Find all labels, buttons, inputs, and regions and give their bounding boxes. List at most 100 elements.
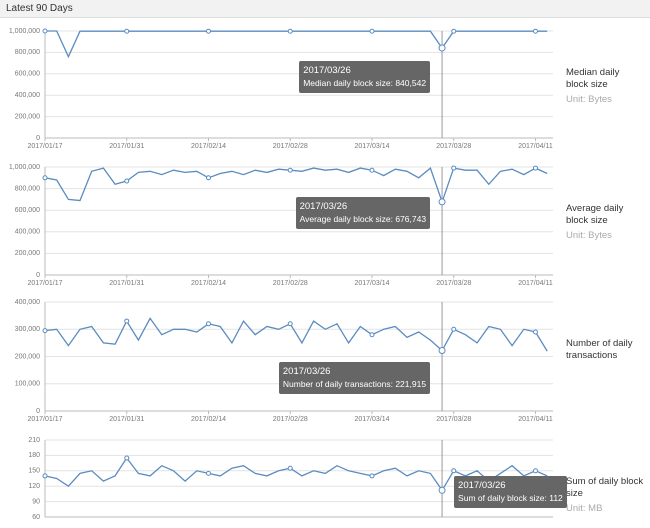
data-point — [532, 329, 538, 335]
data-point — [532, 28, 538, 34]
tooltip-date: 2017/03/26 — [299, 201, 348, 212]
data-point — [369, 28, 375, 34]
y-tick-label: 180 — [28, 452, 40, 459]
y-tick-label: 100,000 — [15, 381, 40, 388]
data-point — [438, 347, 446, 355]
data-point — [287, 167, 293, 173]
data-point — [438, 44, 446, 52]
x-tick-label: 2017/03/14 — [354, 280, 389, 287]
data-point — [42, 175, 48, 181]
tooltip-value: Sum of daily block size: 112 — [458, 493, 563, 503]
x-tick-label: 2017/04/11 — [518, 280, 553, 287]
y-tick-label: 400,000 — [15, 92, 40, 99]
tooltip: 2017/03/26 Average daily block size: 676,… — [295, 197, 431, 229]
data-point — [369, 473, 375, 479]
data-line — [44, 317, 548, 352]
series-label: Median daily block size Unit: Bytes — [566, 67, 644, 106]
y-tick-label: 90 — [32, 498, 40, 505]
x-tick-label: 2017/03/28 — [436, 416, 471, 423]
x-tick-label: 2017/03/14 — [354, 416, 389, 423]
y-tick-label: 600,000 — [15, 71, 40, 78]
data-point — [124, 28, 130, 34]
data-point — [369, 167, 375, 173]
series-title: Median daily block size — [566, 67, 620, 90]
unit-label: Unit: Bytes — [566, 230, 612, 241]
data-point — [369, 332, 375, 338]
data-point — [451, 468, 457, 474]
y-tick-label: 800,000 — [15, 185, 40, 192]
series-label: Number of daily transactions — [566, 338, 644, 362]
data-point — [287, 321, 293, 327]
x-tick-label: 2017/01/17 — [27, 416, 62, 423]
data-point — [124, 318, 130, 324]
data-point — [451, 165, 457, 171]
tooltip-value: Median daily block size: 840,542 — [303, 78, 427, 88]
data-point — [532, 468, 538, 474]
data-point — [205, 175, 211, 181]
unit-label: Unit: MB — [566, 503, 603, 514]
data-point — [287, 28, 293, 34]
x-tick-label: 2017/01/31 — [109, 143, 144, 150]
tooltip-date: 2017/03/26 — [458, 480, 506, 491]
x-tick-label: 2017/03/14 — [354, 143, 389, 150]
data-line — [44, 456, 548, 492]
data-point — [205, 28, 211, 34]
header-title: Latest 90 Days — [0, 0, 650, 18]
y-tick-label: 600,000 — [15, 207, 40, 214]
data-point — [205, 470, 211, 476]
x-tick-label: 2017/03/28 — [436, 143, 471, 150]
x-tick-label: 2017/02/28 — [273, 143, 308, 150]
data-point — [287, 465, 293, 471]
data-point — [532, 165, 538, 171]
tooltip: 2017/03/26 Number of daily transactions: … — [278, 362, 431, 394]
series-title: Average daily block size — [566, 203, 624, 226]
x-tick-label: 2017/02/28 — [273, 416, 308, 423]
data-point — [42, 473, 48, 479]
series-title: Sum of daily block size — [566, 476, 644, 499]
x-tick-label: 2017/03/28 — [436, 280, 471, 287]
data-point — [205, 321, 211, 327]
y-tick-label: 120 — [28, 483, 40, 490]
data-point — [438, 486, 446, 494]
y-tick-label: 1,000,000 — [9, 28, 40, 35]
data-point — [42, 28, 48, 34]
tooltip: 2017/03/26 Sum of daily block size: 112 — [454, 476, 567, 508]
y-tick-label: 400,000 — [15, 299, 40, 306]
series-title: Number of daily transactions — [566, 338, 633, 361]
tooltip: 2017/03/26 Median daily block size: 840,5… — [299, 61, 431, 93]
y-tick-label: 400,000 — [15, 229, 40, 236]
tooltip-date: 2017/03/26 — [303, 65, 351, 76]
tooltip-date: 2017/03/26 — [282, 366, 331, 377]
tooltip-value: Average daily block size: 676,743 — [299, 214, 427, 224]
y-tick-label: 800,000 — [15, 49, 40, 56]
y-tick-label: 210 — [28, 437, 40, 444]
x-tick-label: 2017/02/14 — [191, 280, 226, 287]
tooltip-value: Number of daily transactions: 221,915 — [282, 379, 427, 389]
x-tick-label: 2017/04/11 — [518, 143, 553, 150]
x-tick-label: 2017/01/31 — [109, 416, 144, 423]
x-tick-label: 2017/04/11 — [518, 416, 553, 423]
data-point — [438, 198, 446, 206]
y-tick-label: 0 — [36, 135, 40, 142]
y-tick-label: 0 — [36, 408, 40, 415]
series-label: Sum of daily block size Unit: MB — [566, 476, 644, 515]
y-tick-label: 60 — [32, 514, 40, 521]
unit-label: Unit: Bytes — [566, 94, 612, 105]
data-point — [42, 328, 48, 334]
y-tick-label: 0 — [36, 272, 40, 279]
y-tick-label: 1,000,000 — [9, 164, 40, 171]
x-tick-label: 2017/01/31 — [109, 280, 144, 287]
x-tick-label: 2017/02/28 — [273, 280, 308, 287]
y-tick-label: 300,000 — [15, 326, 40, 333]
y-tick-label: 200,000 — [15, 113, 40, 120]
x-tick-label: 2017/01/17 — [27, 143, 62, 150]
y-tick-label: 200,000 — [15, 353, 40, 360]
data-point — [124, 178, 130, 184]
data-point — [124, 455, 130, 461]
y-tick-label: 150 — [28, 468, 40, 475]
y-tick-label: 200,000 — [15, 250, 40, 257]
x-tick-label: 2017/01/17 — [27, 280, 62, 287]
series-label: Average daily block size Unit: Bytes — [566, 203, 644, 242]
data-point — [451, 326, 457, 332]
